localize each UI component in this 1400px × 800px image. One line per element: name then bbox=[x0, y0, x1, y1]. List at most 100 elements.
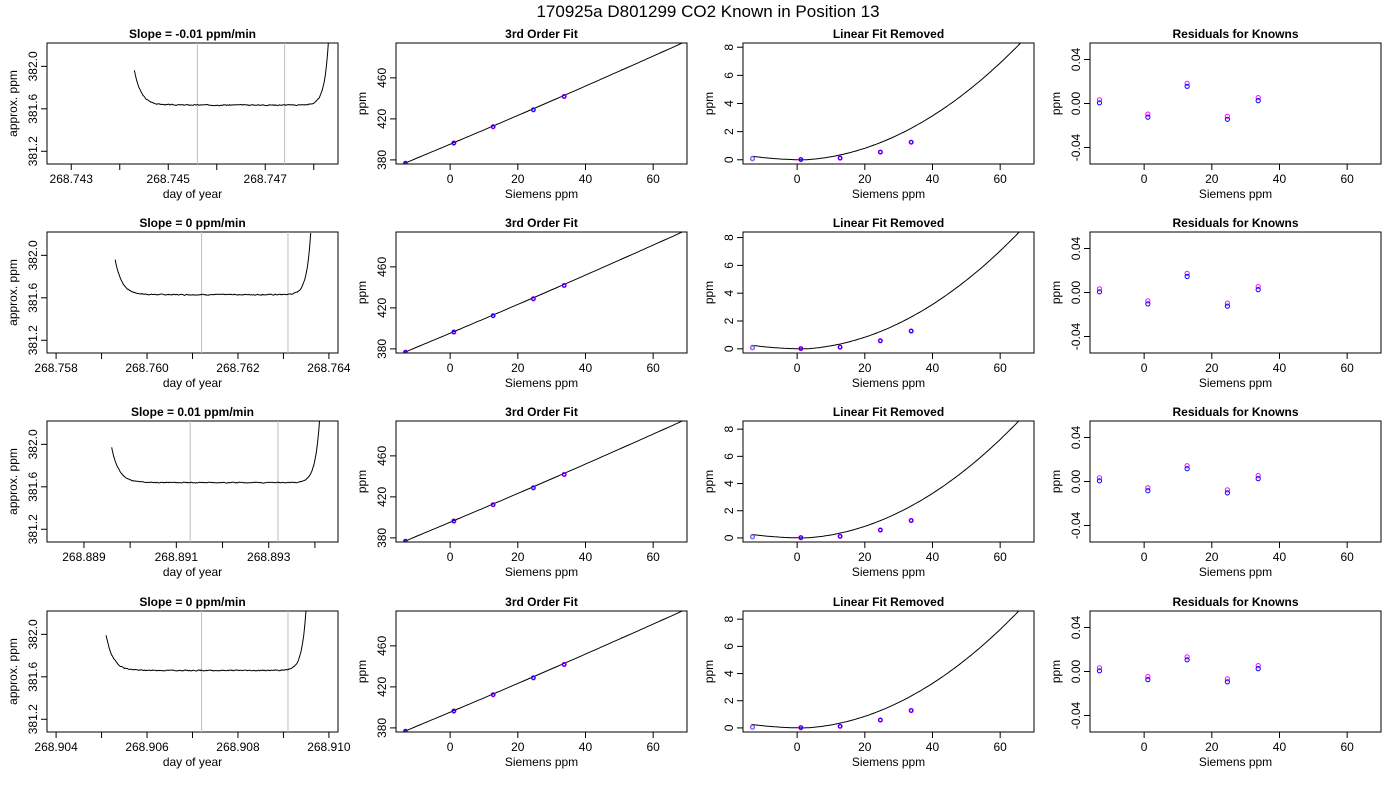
panel-r1c4: Residuals for Knowns 0 20 40 60 -0.04 0.00 0.04… bbox=[1049, 27, 1382, 201]
x-tick-label: 268.764 bbox=[307, 361, 351, 375]
data-point-inner bbox=[451, 518, 456, 524]
x-axis-label: Siemens ppm bbox=[505, 376, 578, 390]
y-tick-label: 381.6 bbox=[26, 661, 40, 691]
x-tick-label: 40 bbox=[579, 172, 593, 186]
panel-r4c3: Linear Fit Removed 0 20 40 60 0 2 4 6 8 Siemens pp… bbox=[702, 595, 1035, 769]
y-tick-label: 2 bbox=[722, 317, 736, 324]
data-point-inner bbox=[838, 155, 843, 161]
y-tick-label: -0.04 bbox=[1069, 512, 1083, 540]
y-axis-label: ppm bbox=[702, 660, 716, 683]
x-tick-label: 40 bbox=[579, 740, 593, 754]
x-axis-label: day of year bbox=[163, 187, 222, 201]
y-tick-label: 4 bbox=[722, 100, 736, 107]
x-tick-label: 0 bbox=[447, 550, 454, 564]
panel-title: Slope = 0 ppm/min bbox=[139, 216, 245, 230]
y-tick-label: 380 bbox=[375, 718, 389, 738]
data-point-secondary bbox=[1096, 478, 1103, 484]
data-point bbox=[402, 160, 409, 164]
data-point-inner bbox=[878, 717, 883, 723]
x-tick-label: 268.891 bbox=[155, 550, 199, 564]
data-point-inner bbox=[451, 708, 456, 714]
y-axis-label: ppm bbox=[355, 470, 369, 493]
y-tick-label: 8 bbox=[722, 234, 736, 241]
y-axis-label: ppm bbox=[1049, 470, 1063, 493]
data-point-inner bbox=[531, 485, 536, 490]
data-point bbox=[1184, 80, 1190, 86]
plot-frame bbox=[1089, 420, 1382, 543]
x-tick-label: 40 bbox=[926, 740, 940, 754]
fit-curve bbox=[404, 611, 683, 732]
data-point-inner bbox=[909, 140, 914, 145]
panel-r3c3: Linear Fit Removed 0 20 40 60 0 2 4 6 8 Siemens pp… bbox=[702, 405, 1035, 579]
data-point-inner bbox=[562, 94, 567, 99]
y-tick-label: 0.04 bbox=[1069, 236, 1083, 260]
y-tick-label: 382.0 bbox=[26, 429, 40, 459]
y-tick-label: 381.6 bbox=[26, 282, 40, 312]
panel-r2c3: Linear Fit Removed 0 20 40 60 0 2 4 6 8 Siemens pp… bbox=[702, 216, 1035, 390]
x-tick-label: 60 bbox=[993, 361, 1007, 375]
panel-title: 3rd Order Fit bbox=[505, 595, 578, 609]
series-line bbox=[114, 232, 312, 296]
x-axis-label: day of year bbox=[163, 565, 222, 579]
panel-title: Linear Fit Removed bbox=[833, 27, 944, 41]
panel-r4c2: 3rd Order Fit 0 20 40 60 380 420 460 Siemens ppm… bbox=[355, 595, 688, 769]
plot-frame bbox=[742, 610, 1035, 733]
panel-title: Residuals for Knowns bbox=[1172, 595, 1298, 609]
data-point bbox=[1096, 475, 1103, 481]
plot-area bbox=[114, 232, 312, 353]
plot-frame bbox=[1089, 42, 1382, 165]
y-axis-label: ppm bbox=[702, 470, 716, 493]
x-tick-label: 268.910 bbox=[307, 740, 351, 754]
data-point-inner bbox=[750, 725, 755, 730]
plot-area bbox=[133, 43, 329, 164]
plot-frame bbox=[46, 420, 339, 543]
x-tick-label: 20 bbox=[511, 361, 525, 375]
plot-frame bbox=[395, 420, 688, 543]
y-tick-label: 0 bbox=[722, 724, 736, 731]
y-tick-label: 420 bbox=[375, 487, 389, 507]
plot-frame bbox=[742, 42, 1035, 165]
data-point bbox=[1184, 463, 1190, 469]
plot-area bbox=[402, 611, 683, 732]
y-tick-label: 4 bbox=[722, 480, 736, 487]
plot-frame bbox=[395, 231, 688, 354]
x-tick-label: 60 bbox=[1340, 740, 1354, 754]
data-point-inner bbox=[750, 156, 755, 161]
data-point-secondary bbox=[1145, 488, 1151, 494]
fit-curve bbox=[404, 232, 683, 353]
x-tick-label: 20 bbox=[858, 361, 872, 375]
y-tick-label: 0 bbox=[722, 534, 736, 541]
x-tick-label: 60 bbox=[1340, 361, 1354, 375]
y-axis-label: ppm bbox=[702, 92, 716, 115]
y-tick-label: 8 bbox=[722, 426, 736, 433]
y-tick-label: 460 bbox=[375, 446, 389, 466]
x-tick-label: 20 bbox=[858, 740, 872, 754]
x-tick-label: 0 bbox=[447, 172, 454, 186]
y-tick-label: 0 bbox=[722, 345, 736, 352]
y-tick-label: 0 bbox=[722, 156, 736, 163]
x-tick-label: 268.747 bbox=[244, 172, 288, 186]
data-point bbox=[490, 313, 496, 319]
x-tick-label: 60 bbox=[646, 172, 660, 186]
y-tick-label: 420 bbox=[375, 298, 389, 318]
plot-frame bbox=[395, 610, 688, 733]
x-tick-label: 268.908 bbox=[216, 740, 260, 754]
fit-curve bbox=[751, 43, 1022, 161]
panel-title: Slope = -0.01 ppm/min bbox=[129, 27, 256, 41]
x-axis-label: Siemens ppm bbox=[852, 755, 925, 769]
y-tick-label: -0.04 bbox=[1069, 134, 1083, 162]
data-point bbox=[1224, 113, 1230, 119]
x-tick-label: 0 bbox=[1141, 550, 1148, 564]
x-tick-label: 20 bbox=[1205, 740, 1219, 754]
data-point-secondary bbox=[1096, 289, 1103, 295]
data-point-inner bbox=[878, 527, 883, 533]
y-axis-label: ppm bbox=[1049, 92, 1063, 115]
x-tick-label: 0 bbox=[794, 361, 801, 375]
figure-title: 170925a D801299 CO2 Known in Position 13 bbox=[536, 2, 879, 21]
plot-area bbox=[749, 43, 1022, 163]
panel-title: Slope = 0.01 ppm/min bbox=[131, 405, 254, 419]
x-tick-label: 60 bbox=[993, 172, 1007, 186]
plot-area bbox=[111, 421, 320, 542]
data-point-secondary bbox=[1184, 83, 1190, 89]
data-point-secondary bbox=[1224, 679, 1230, 685]
